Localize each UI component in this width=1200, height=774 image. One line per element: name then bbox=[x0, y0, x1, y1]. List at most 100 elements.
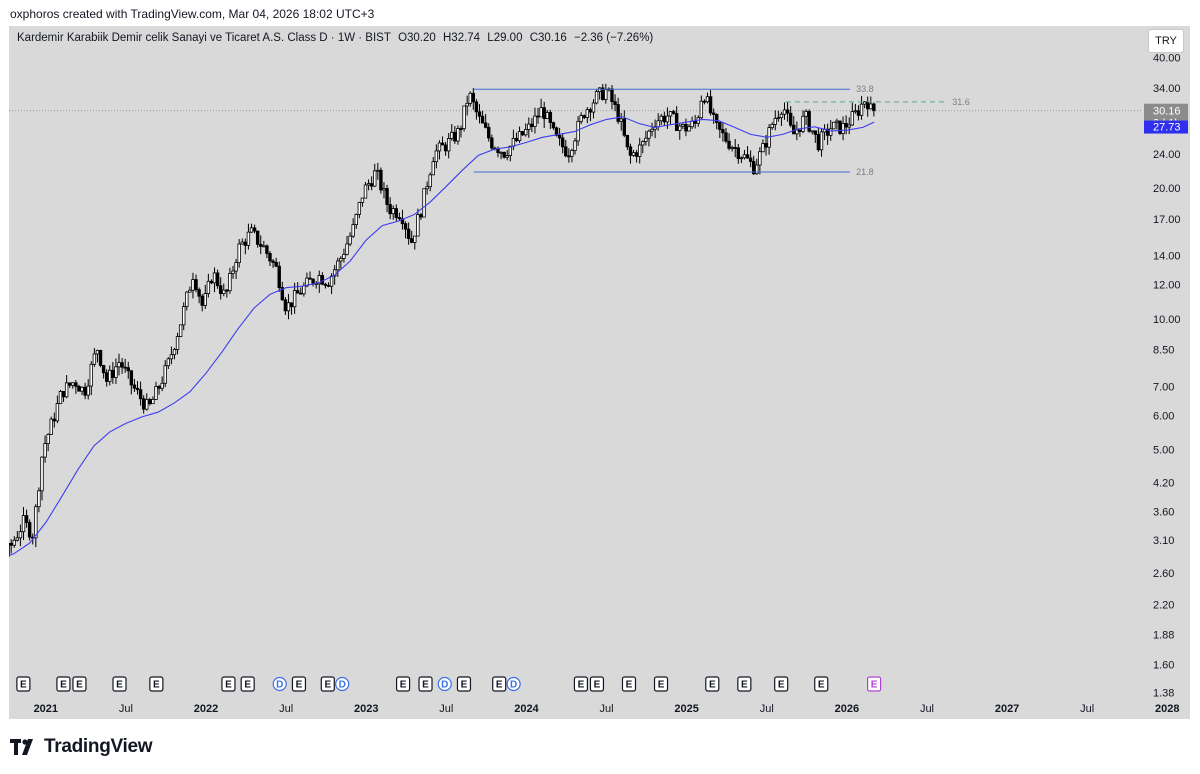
candle-body bbox=[120, 362, 124, 368]
candle-body bbox=[188, 289, 192, 293]
price-axis-label: 1.60 bbox=[1153, 660, 1174, 672]
candle-body bbox=[573, 140, 577, 151]
candle-body bbox=[277, 265, 281, 288]
earnings-event-letter: E bbox=[818, 680, 825, 691]
earnings-event-icon[interactable] bbox=[814, 676, 829, 692]
candle-body bbox=[104, 372, 109, 382]
upcoming-earnings-icon[interactable] bbox=[867, 676, 882, 692]
candle-body bbox=[243, 241, 248, 246]
earnings-event-icon[interactable] bbox=[573, 676, 589, 692]
candle-body bbox=[668, 111, 673, 117]
candle-body bbox=[866, 101, 870, 110]
dividend-event-icon[interactable] bbox=[272, 676, 287, 692]
earnings-event-icon[interactable] bbox=[72, 676, 87, 692]
candle-body bbox=[77, 385, 81, 392]
price-axis-label: 2.60 bbox=[1153, 568, 1174, 580]
candle-body bbox=[111, 369, 115, 378]
candle-body bbox=[502, 151, 506, 158]
candle-body bbox=[721, 129, 725, 134]
candle-body bbox=[308, 277, 312, 280]
earnings-event-icon[interactable] bbox=[395, 676, 411, 692]
earnings-event-icon[interactable] bbox=[56, 676, 71, 692]
candle-body bbox=[795, 129, 799, 135]
candle-body bbox=[520, 131, 525, 136]
earnings-event-icon[interactable] bbox=[418, 676, 433, 692]
candle-body bbox=[443, 144, 448, 152]
tradingview-logo-icon bbox=[10, 739, 33, 755]
candle-body bbox=[410, 238, 414, 243]
earnings-event-icon[interactable] bbox=[240, 676, 255, 692]
candle-body bbox=[123, 366, 127, 369]
moving-average-line bbox=[9, 116, 875, 556]
candle-body bbox=[739, 157, 744, 160]
candle-body bbox=[567, 155, 571, 158]
candle-body bbox=[354, 214, 358, 226]
candle-body bbox=[376, 169, 380, 172]
price-axis-label: 10.00 bbox=[1153, 314, 1181, 326]
currency-button[interactable]: TRY bbox=[1148, 29, 1184, 53]
candle-body bbox=[259, 243, 263, 247]
earnings-event-icon[interactable] bbox=[737, 676, 752, 692]
candle-body bbox=[480, 115, 485, 124]
symbol-header: Kardemir Karabiik Demir celik Sanayi ve … bbox=[17, 32, 657, 44]
candle-body bbox=[55, 403, 60, 422]
chart-frame[interactable]: 33.821.831.640.0034.0028.0024.0020.0017.… bbox=[9, 26, 1190, 719]
earnings-event-icon[interactable] bbox=[221, 676, 236, 692]
candle-body bbox=[446, 138, 451, 152]
candle-body bbox=[715, 114, 719, 123]
candle-body bbox=[841, 123, 845, 134]
earnings-event-icon[interactable] bbox=[492, 676, 507, 692]
dividend-event-icon[interactable] bbox=[335, 676, 350, 692]
candle-body bbox=[323, 283, 328, 286]
candle-body bbox=[40, 456, 44, 492]
candle-body bbox=[483, 122, 488, 128]
candle-body bbox=[748, 157, 753, 162]
candle-body bbox=[847, 124, 851, 128]
earnings-event-icon[interactable] bbox=[16, 676, 31, 692]
candle-body bbox=[758, 151, 762, 166]
candle-body bbox=[262, 245, 266, 248]
earnings-event-icon[interactable] bbox=[320, 676, 335, 692]
level-label-21-8: 21.8 bbox=[856, 167, 874, 177]
candle-body bbox=[43, 443, 47, 458]
candle-body bbox=[813, 130, 818, 135]
dividend-event-icon[interactable] bbox=[506, 676, 521, 692]
candle-body bbox=[135, 387, 140, 391]
candle-body bbox=[755, 164, 759, 175]
candle-body bbox=[647, 130, 651, 139]
dividend-event-icon[interactable] bbox=[437, 676, 452, 692]
candle-body bbox=[74, 382, 78, 387]
earnings-event-icon[interactable] bbox=[705, 676, 720, 692]
time-axis-label: Jul bbox=[439, 703, 453, 715]
earnings-event-icon[interactable] bbox=[653, 676, 669, 692]
earnings-event-icon[interactable] bbox=[774, 676, 789, 692]
candle-body bbox=[64, 382, 69, 398]
candle-body bbox=[434, 150, 439, 163]
price-chart[interactable]: 33.821.831.640.0034.0028.0024.0020.0017.… bbox=[9, 26, 1190, 719]
price-axis-label: 8.50 bbox=[1153, 345, 1174, 357]
candle-body bbox=[357, 202, 362, 215]
earnings-event-icon[interactable] bbox=[112, 676, 127, 692]
candle-body bbox=[582, 115, 586, 118]
earnings-event-icon[interactable] bbox=[589, 676, 605, 692]
earnings-event-letter: E bbox=[244, 680, 251, 691]
earnings-event-letter: E bbox=[296, 680, 303, 691]
earnings-event-icon[interactable] bbox=[456, 676, 472, 692]
candle-body bbox=[773, 118, 777, 125]
candle-body bbox=[37, 490, 41, 508]
earnings-event-icon[interactable] bbox=[621, 676, 637, 692]
candle-body bbox=[616, 104, 620, 122]
ohlc-close: C30.16 bbox=[529, 32, 567, 44]
candle-body bbox=[456, 128, 460, 142]
earnings-event-icon[interactable] bbox=[291, 676, 307, 692]
candle-body bbox=[459, 128, 463, 130]
candle-body bbox=[21, 515, 26, 533]
earnings-event-letter: E bbox=[496, 680, 503, 691]
earnings-event-icon[interactable] bbox=[149, 676, 164, 692]
candle-body bbox=[684, 123, 688, 132]
candle-body bbox=[557, 135, 562, 139]
moving-average-value: 27.73 bbox=[1153, 122, 1181, 134]
candle-body bbox=[231, 270, 235, 274]
candle-body bbox=[117, 362, 121, 368]
earnings-event-letter: E bbox=[626, 680, 633, 691]
